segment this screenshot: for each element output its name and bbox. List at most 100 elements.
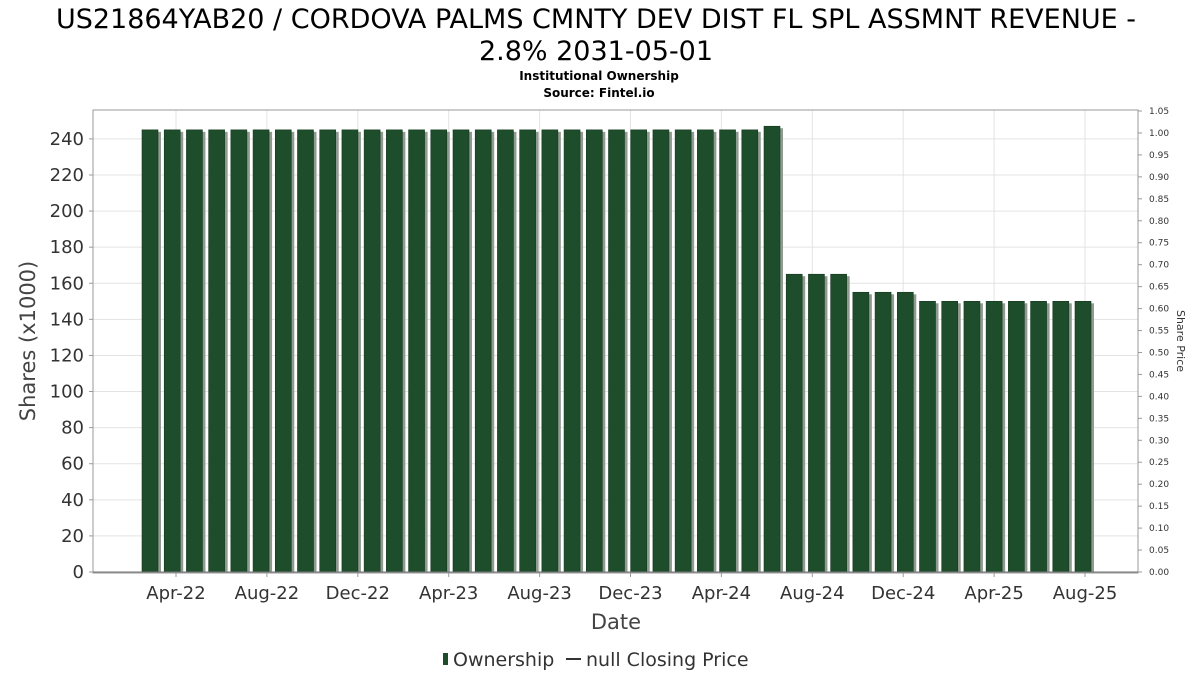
y2-tick-label: 0.45 xyxy=(1149,370,1169,380)
ownership-bar xyxy=(719,129,736,573)
x-tick-label: Apr-22 xyxy=(146,583,205,604)
ownership-bar xyxy=(963,300,981,573)
y-tick-label: 220 xyxy=(50,165,84,186)
y2-tick-label: 1.05 xyxy=(1149,107,1169,117)
chart-subtitle: Institutional Ownership xyxy=(519,69,679,83)
legend-ownership-swatch xyxy=(443,653,448,665)
ownership-bar xyxy=(474,129,492,573)
ownership-bar xyxy=(1030,300,1047,573)
ownership-bar xyxy=(785,273,803,573)
ownership-bar xyxy=(741,129,759,573)
y2-tick-label: 0.75 xyxy=(1149,239,1169,249)
x-tick-label: Apr-25 xyxy=(964,583,1023,604)
legend-price-label: null Closing Price xyxy=(586,649,749,671)
ownership-bar xyxy=(452,129,470,573)
ownership-bar xyxy=(163,129,181,573)
y2-tick-label: 0.25 xyxy=(1149,458,1169,468)
chart-title-line-2: 2.8% 2031-05-01 xyxy=(479,36,713,67)
y-tick-label: 60 xyxy=(61,454,84,475)
ownership-bar xyxy=(763,125,781,573)
y2-tick-label: 0.90 xyxy=(1149,173,1169,183)
y-tick-label: 80 xyxy=(61,418,84,439)
x-tick-label: Dec-22 xyxy=(326,583,390,604)
y2-tick-label: 0.30 xyxy=(1149,436,1169,446)
ownership-bar xyxy=(852,291,870,573)
y-tick-label: 100 xyxy=(50,382,84,403)
y2-tick-label: 0.65 xyxy=(1149,283,1169,293)
y-axis-ticks: 0 20 40 60 80 100 120 140 160 180 200 220 240 xyxy=(50,129,93,583)
secondary-y-axis-ticks: 0.00 0.05 0.10 0.15 0.20 0.25 0.30 0.35 0.40 0.45… xyxy=(1138,107,1169,578)
ownership-bar xyxy=(386,129,403,573)
y-tick-label: 200 xyxy=(50,201,84,222)
ownership-bar xyxy=(608,129,625,573)
y2-tick-label: 0.60 xyxy=(1149,305,1169,315)
y2-tick-label: 0.40 xyxy=(1149,392,1169,402)
legend: Ownership null Closing Price xyxy=(443,649,749,671)
y2-tick-label: 0.15 xyxy=(1149,502,1169,512)
y2-tick-label: 0.00 xyxy=(1149,568,1169,578)
ownership-bar xyxy=(630,129,648,573)
ownership-bar xyxy=(563,129,581,573)
ownership-bar xyxy=(941,300,959,573)
y-tick-label: 40 xyxy=(61,490,84,511)
plot-frame xyxy=(92,109,1139,574)
y2-tick-label: 1.00 xyxy=(1149,129,1169,139)
ownership-bar xyxy=(297,129,314,573)
chart-source: Source: Fintel.io xyxy=(543,86,654,100)
x-axis-label: Date xyxy=(591,610,641,634)
ownership-bar xyxy=(141,129,159,573)
y2-tick-label: 0.95 xyxy=(1149,151,1169,161)
legend-ownership-label: Ownership xyxy=(453,649,554,671)
y-tick-label: 140 xyxy=(50,309,84,330)
ownership-bar xyxy=(497,129,514,573)
x-tick-label: Aug-24 xyxy=(780,583,845,604)
y2-tick-label: 0.35 xyxy=(1149,414,1169,424)
y2-tick-label: 0.85 xyxy=(1149,195,1169,205)
y2-tick-label: 0.70 xyxy=(1149,261,1169,271)
y-tick-label: 120 xyxy=(50,345,84,366)
x-tick-label: Dec-24 xyxy=(871,583,935,604)
y2-tick-label: 0.10 xyxy=(1149,524,1169,534)
ownership-bar xyxy=(652,129,670,573)
ownership-bar xyxy=(186,129,203,573)
ownership-bar xyxy=(830,273,847,573)
y2-tick-label: 0.80 xyxy=(1149,217,1169,227)
y-tick-label: 20 xyxy=(61,526,84,547)
ownership-bar xyxy=(430,129,448,573)
bars xyxy=(93,125,1138,573)
x-axis-ticks: Apr-22 Aug-22 Dec-22 Apr-23 Aug-23 Dec-23 Apr-… xyxy=(146,573,1117,604)
x-tick-label: Aug-25 xyxy=(1053,583,1118,604)
ownership-bar xyxy=(585,129,603,573)
ownership-bar xyxy=(230,129,248,573)
ownership-bar xyxy=(985,300,1003,573)
chart-title-line-1: US21864YAB20 / CORDOVA PALMS CMNTY DEV D… xyxy=(56,4,1136,35)
y2-tick-label: 0.05 xyxy=(1149,546,1169,556)
ownership-bar xyxy=(874,291,892,573)
y2-tick-label: 0.55 xyxy=(1149,327,1169,337)
y-tick-label: 180 xyxy=(50,237,84,258)
ownership-bar xyxy=(274,129,292,573)
y-tick-label: 160 xyxy=(50,273,84,294)
ownership-bar xyxy=(1052,300,1070,573)
ownership-bar xyxy=(697,129,714,573)
y-axis-label: Shares (x1000) xyxy=(16,261,40,421)
y-tick-label: 240 xyxy=(50,129,84,150)
secondary-y-axis-label: Share Price xyxy=(1174,310,1187,372)
ownership-bar xyxy=(1008,300,1025,573)
y2-tick-label: 0.20 xyxy=(1149,480,1169,490)
x-tick-label: Apr-23 xyxy=(419,583,478,604)
ownership-bar xyxy=(541,129,559,573)
y-tick-label: 0 xyxy=(73,562,84,583)
ownership-bar xyxy=(408,129,425,573)
ownership-bar xyxy=(341,129,359,573)
ownership-bar xyxy=(674,129,692,573)
x-tick-label: Apr-24 xyxy=(692,583,751,604)
y2-tick-label: 0.50 xyxy=(1149,348,1169,358)
x-tick-label: Dec-23 xyxy=(598,583,662,604)
ownership-bar xyxy=(896,291,914,573)
x-tick-label: Aug-23 xyxy=(507,583,572,604)
ownership-bar xyxy=(919,300,936,573)
ownership-bar xyxy=(519,129,536,573)
ownership-bar xyxy=(363,129,381,573)
